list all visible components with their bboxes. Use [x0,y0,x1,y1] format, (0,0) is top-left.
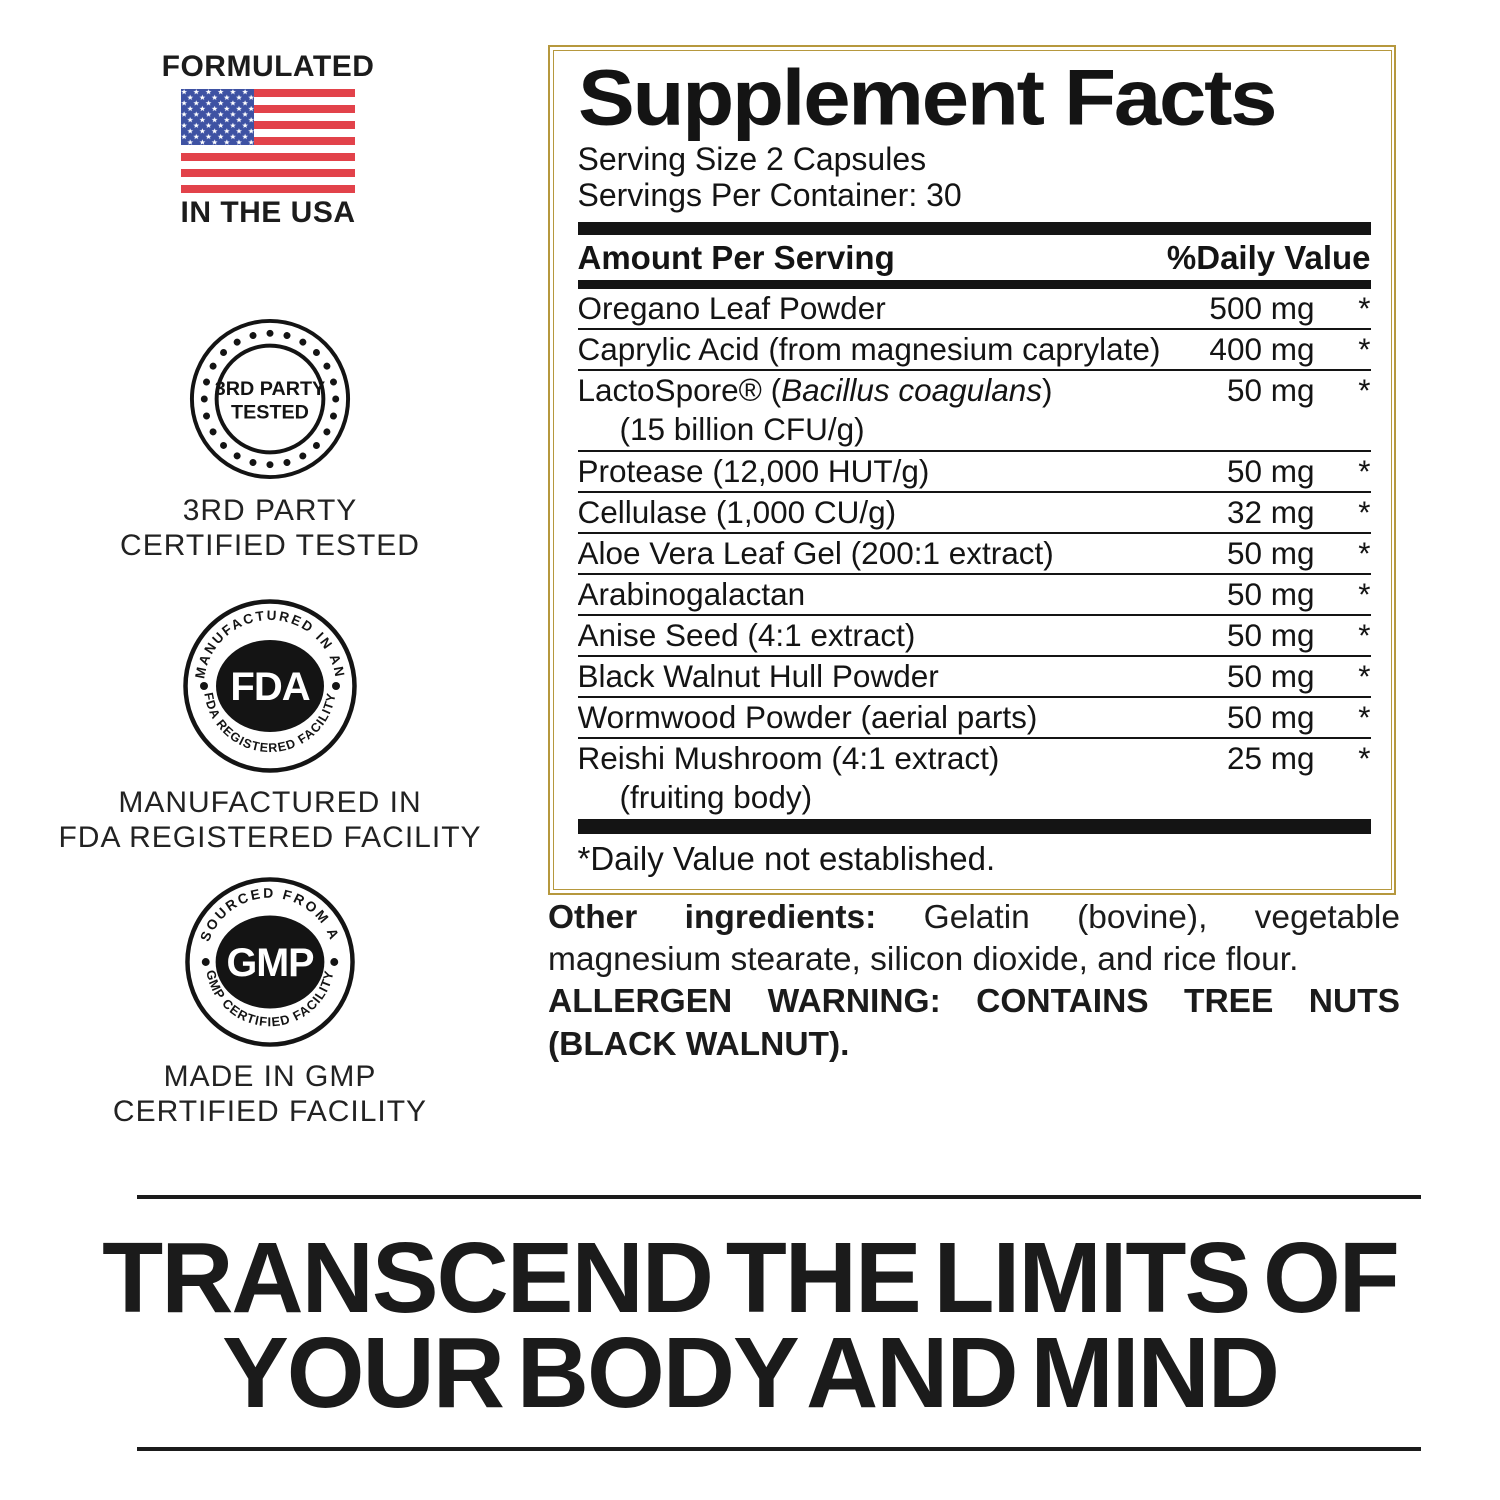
tagline-line1: TRANSCEND THE LIMITS OF [102,1222,1400,1334]
other-ingredients-text: Other ingredients: Gelatin (bovine), veg… [548,899,1400,979]
table-row: Wormwood Powder (aerial parts) 50 mg * [577,698,1371,740]
table-row: Protease (12,000 HUT/g) 50 mg * [577,452,1371,494]
tagline-rule-bottom [137,1447,1421,1451]
col-amount-per-serving: Amount Per Serving [577,239,895,277]
gmp-seal-icon: GMP SOURCED FROM A GMP CERTIFIED FACILIT… [185,877,355,1047]
panel-title: Supplement Facts [577,53,1278,142]
servings-per-container: Servings Per Container: 30 [577,177,962,214]
fda-seal-center: FDA [230,665,309,709]
fda-caption: MANUFACTURED IN FDA REGISTERED FACILITY [58,786,482,855]
divider-bar-thick [577,222,1371,236]
table-row: Cellulase (1,000 CU/g) 32 mg * [577,493,1371,535]
third-party-caption: 3RD PARTY CERTIFIED TESTED [120,494,420,563]
allergen-warning: ALLERGEN WARNING: CONTAINS TREE NUTS (BL… [548,983,1400,1063]
supplement-facts-inner: Supplement Facts Serving Size 2 Capsules… [552,49,1392,891]
other-ingredients-block: Other ingredients: Gelatin (bovine), veg… [548,897,1400,1066]
tagline-rule-top [137,1195,1421,1199]
column-headers: Amount Per Serving %Daily Value [578,235,1371,280]
formulated-label: FORMULATED [161,50,375,83]
supplement-facts-panel: Supplement Facts Serving Size 2 Capsules… [548,45,1396,895]
divider-bar-bottom [577,819,1371,835]
ingredient-table: Oregano Leaf Powder 500 mg * Caprylic Acid… [577,289,1371,818]
fda-badge: FDA MANUFACTURED IN AN FDA REGISTERED FA… [40,597,500,856]
third-party-badge: 3RD PARTY TESTED 3RD PARTY CERTIFIED TES… [40,315,500,564]
gmp-caption: MADE IN GMP CERTIFIED FACILITY [112,1060,428,1129]
table-row: Anise Seed (4:1 extract) 50 mg * [577,616,1371,658]
serving-size: Serving Size 2 Capsules [577,140,927,177]
in-the-usa-label: IN THE USA [180,196,356,229]
daily-value-footnote: *Daily Value not established. [577,840,996,878]
gmp-badge: GMP SOURCED FROM A GMP CERTIFIED FACILIT… [40,875,500,1130]
col-daily-value: %Daily Value [1166,239,1371,277]
divider-bar-medium [577,280,1371,290]
table-row: LactoSpore® (Bacillus coagulans) 50 mg * … [577,371,1371,453]
tagline-line2: YOUR BODY AND MIND [222,1317,1280,1429]
table-row: Caprylic Acid (from magnesium caprylate)… [577,330,1371,372]
third-party-seal-line1: 3RD PARTY [215,378,325,400]
formulated-usa-badge: FORMULATED IN THE USA [158,50,378,230]
table-row: Arabinogalactan 50 mg * [577,575,1371,617]
third-party-seal-icon: 3RD PARTY TESTED [189,318,351,480]
usa-flag-icon [181,89,355,193]
table-row: Aloe Vera Leaf Gel (200:1 extract) 50 mg * [577,534,1371,576]
table-row: Oregano Leaf Powder 500 mg * [577,289,1371,331]
gmp-seal-center: GMP [226,941,314,985]
third-party-seal-line2: TESTED [231,402,309,424]
table-row: Reishi Mushroom (4:1 extract) 25 mg * (fru… [577,740,1371,816]
table-row: Black Walnut Hull Powder 50 mg * [577,657,1371,699]
fda-seal-icon: FDA MANUFACTURED IN AN FDA REGISTERED FA… [183,599,357,773]
